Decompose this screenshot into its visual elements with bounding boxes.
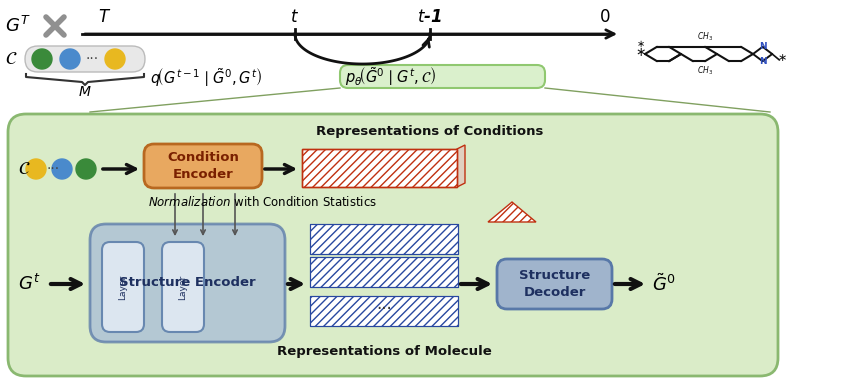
Text: $G^T$: $G^T$ [5, 16, 31, 36]
Circle shape [76, 159, 96, 179]
FancyBboxPatch shape [497, 259, 612, 309]
Polygon shape [488, 202, 536, 222]
Bar [302, 149, 457, 187]
FancyBboxPatch shape [90, 224, 285, 342]
Text: N: N [759, 42, 766, 51]
Text: $M$: $M$ [79, 85, 92, 99]
Bar [310, 296, 458, 326]
Bar [310, 257, 458, 287]
Text: $CH_3$: $CH_3$ [697, 31, 713, 43]
Bar [310, 257, 458, 287]
Bar [310, 296, 458, 326]
Text: $q\!\left(G^{t-1}\mid\tilde{G}^0,G^t\right)$: $q\!\left(G^{t-1}\mid\tilde{G}^0,G^t\rig… [150, 66, 263, 89]
Text: $CH_3$: $CH_3$ [697, 65, 713, 77]
Text: ...: ... [376, 295, 392, 313]
Text: $G^t$: $G^t$ [18, 274, 41, 294]
Polygon shape [457, 145, 465, 187]
FancyBboxPatch shape [8, 114, 778, 376]
FancyBboxPatch shape [162, 242, 204, 332]
Text: $\mathcal{C}$: $\mathcal{C}$ [5, 50, 17, 68]
Text: ∗: ∗ [777, 53, 786, 63]
Circle shape [32, 49, 52, 69]
Text: $t$: $t$ [290, 8, 300, 26]
Text: $\mathcal{C}$: $\mathcal{C}$ [18, 160, 30, 178]
Text: Representations of Molecule: Representations of Molecule [276, 344, 492, 358]
Text: ∗: ∗ [636, 45, 646, 58]
Text: ∗: ∗ [637, 40, 645, 50]
Circle shape [26, 159, 46, 179]
Text: $0$: $0$ [600, 8, 611, 26]
Text: $T$: $T$ [98, 8, 111, 26]
FancyBboxPatch shape [340, 65, 545, 88]
Text: Layer: Layer [118, 275, 128, 300]
Text: $p_\theta\!\left(\tilde{G}^0\mid G^t,\mathcal{C}\right)$: $p_\theta\!\left(\tilde{G}^0\mid G^t,\ma… [345, 66, 436, 88]
FancyBboxPatch shape [144, 144, 262, 188]
Text: ···: ··· [47, 162, 60, 176]
Bar [310, 224, 458, 254]
Text: Condition
Encoder: Condition Encoder [167, 151, 239, 181]
Text: N: N [759, 57, 766, 66]
Text: $t$-1: $t$-1 [417, 8, 442, 26]
FancyBboxPatch shape [25, 46, 145, 72]
Circle shape [105, 49, 125, 69]
Text: $\tilde{G}^0$: $\tilde{G}^0$ [652, 273, 676, 295]
Bar [302, 149, 457, 187]
Text: Representations of Conditions: Representations of Conditions [316, 126, 543, 139]
Circle shape [60, 49, 80, 69]
Text: Structure Encoder: Structure Encoder [119, 276, 256, 290]
Text: ···: ··· [86, 52, 98, 66]
FancyBboxPatch shape [102, 242, 144, 332]
Circle shape [52, 159, 72, 179]
Text: $\mathbf{\mathit{Normalization}}$ with Condition Statistics: $\mathbf{\mathit{Normalization}}$ with C… [148, 195, 378, 209]
Text: Layer: Layer [179, 275, 187, 300]
Bar [310, 224, 458, 254]
Text: Structure
Decoder: Structure Decoder [519, 269, 590, 299]
